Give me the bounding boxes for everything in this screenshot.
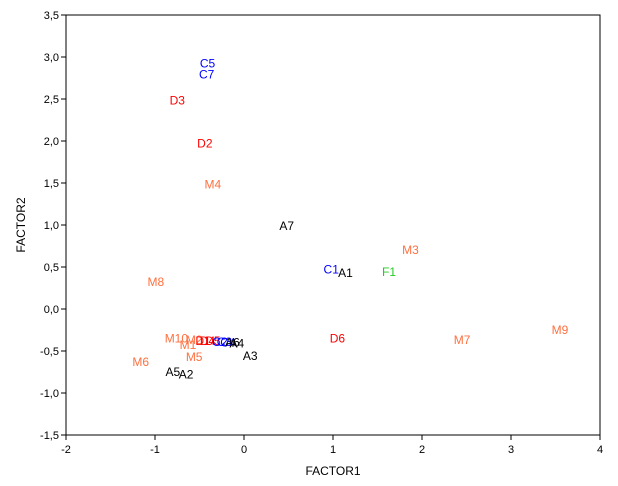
point-label-m2: M2 <box>186 333 203 347</box>
point-label-c7: C7 <box>199 68 215 82</box>
point-label-m10: M10 <box>165 331 189 345</box>
y-tick-label: 3,5 <box>44 10 59 22</box>
point-label-a2: A2 <box>179 368 194 382</box>
x-tick-label: 0 <box>241 444 247 456</box>
point-label-m9: M9 <box>552 323 569 337</box>
plot-frame <box>65 14 601 436</box>
y-tick-label: 3,0 <box>44 52 59 64</box>
point-label-a4: A4 <box>230 336 245 350</box>
x-tick-label: -2 <box>61 444 71 456</box>
x-tick-label: 2 <box>419 444 425 456</box>
point-label-d2: D2 <box>197 137 213 151</box>
point-label-m5: M5 <box>186 350 203 364</box>
point-label-m3: M3 <box>402 243 419 257</box>
x-axis-title: FACTOR1 <box>305 464 360 478</box>
point-label-a1: A1 <box>338 266 353 280</box>
x-tick-label: 1 <box>330 444 336 456</box>
point-label-a6: A6 <box>225 336 240 350</box>
point-label-m4: M4 <box>205 178 222 192</box>
point-label-c3: C3 <box>217 335 233 349</box>
point-label-d1: D1 <box>195 334 211 348</box>
y-axis: -1,5 -1,0 -0,5 0,0 0,5 1,0 1,5 2,0 2,5 3,0 3,5 <box>40 10 66 442</box>
y-tick-label: 0,0 <box>44 304 59 316</box>
point-label-m1: M1 <box>180 338 197 352</box>
y-tick-label: 1,5 <box>44 178 59 190</box>
x-axis: -2 -1 0 1 2 3 4 <box>61 435 603 456</box>
x-tick-label: 4 <box>597 444 603 456</box>
y-axis-title: FACTOR2 <box>14 197 28 252</box>
x-tick-label: -1 <box>150 444 160 456</box>
point-label-c1: C1 <box>324 263 340 277</box>
point-label-a5: A5 <box>165 365 180 379</box>
y-tick-label: 1,0 <box>44 220 59 232</box>
point-label-c2: C2 <box>212 335 228 349</box>
point-label-d6: D6 <box>330 331 346 345</box>
point-label-c4: C4 <box>220 336 236 350</box>
y-tick-label: 0,5 <box>44 262 59 274</box>
point-label-d3: D3 <box>170 94 186 108</box>
y-tick-label: -1,0 <box>40 388 59 400</box>
y-tick-label: 2,0 <box>44 136 59 148</box>
y-tick-label: -1,5 <box>40 430 59 442</box>
point-label-d5: D5 <box>205 334 221 348</box>
point-label-f1: F1 <box>382 265 396 279</box>
point-label-a7: A7 <box>279 219 294 233</box>
point-label-m6: M6 <box>132 355 149 369</box>
point-label-d4: D4 <box>200 334 216 348</box>
point-label-m8: M8 <box>148 275 165 289</box>
point-label-m7: M7 <box>454 333 471 347</box>
point-label-c5: C5 <box>200 57 216 71</box>
y-tick-label: 2,5 <box>44 94 59 106</box>
x-tick-label: 3 <box>508 444 514 456</box>
point-label-a3: A3 <box>243 349 258 363</box>
y-tick-label: -0,5 <box>40 346 59 358</box>
